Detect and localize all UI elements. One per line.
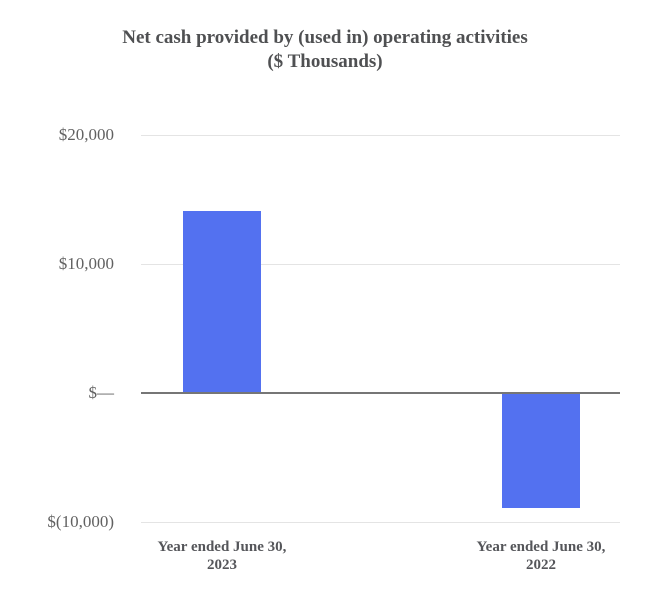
x-axis-tick-line: Year ended June 30, (157, 539, 287, 555)
chart-title: Net cash provided by (used in) operating… (0, 26, 650, 74)
x-axis-tick-line: 2022 (525, 557, 556, 573)
x-axis-tick-line: 2023 (206, 557, 237, 573)
gridline (141, 135, 620, 136)
y-axis-tick-label: $20,000 (58, 125, 114, 144)
bar-1 (182, 211, 261, 393)
y-axis-tick-label: $10,000 (58, 254, 114, 273)
bar-2 (501, 393, 580, 508)
x-axis-tick-label: Year ended June 30, 2022 (477, 538, 606, 574)
y-axis-tick-label: $(10,000) (47, 512, 114, 531)
chart-title-line1: Net cash provided by (used in) operating… (122, 27, 528, 48)
y-axis-tick-label: $— (88, 383, 115, 402)
chart-title-line2: ($ Thousands) (267, 51, 383, 72)
plot-area (141, 135, 620, 523)
x-axis-tick-label: Year ended June 30, 2023 (157, 538, 286, 574)
gridline (141, 264, 620, 265)
x-axis-tick-line: Year ended June 30, (476, 539, 606, 555)
zero-axis-line (141, 392, 620, 394)
gridline (141, 522, 620, 523)
